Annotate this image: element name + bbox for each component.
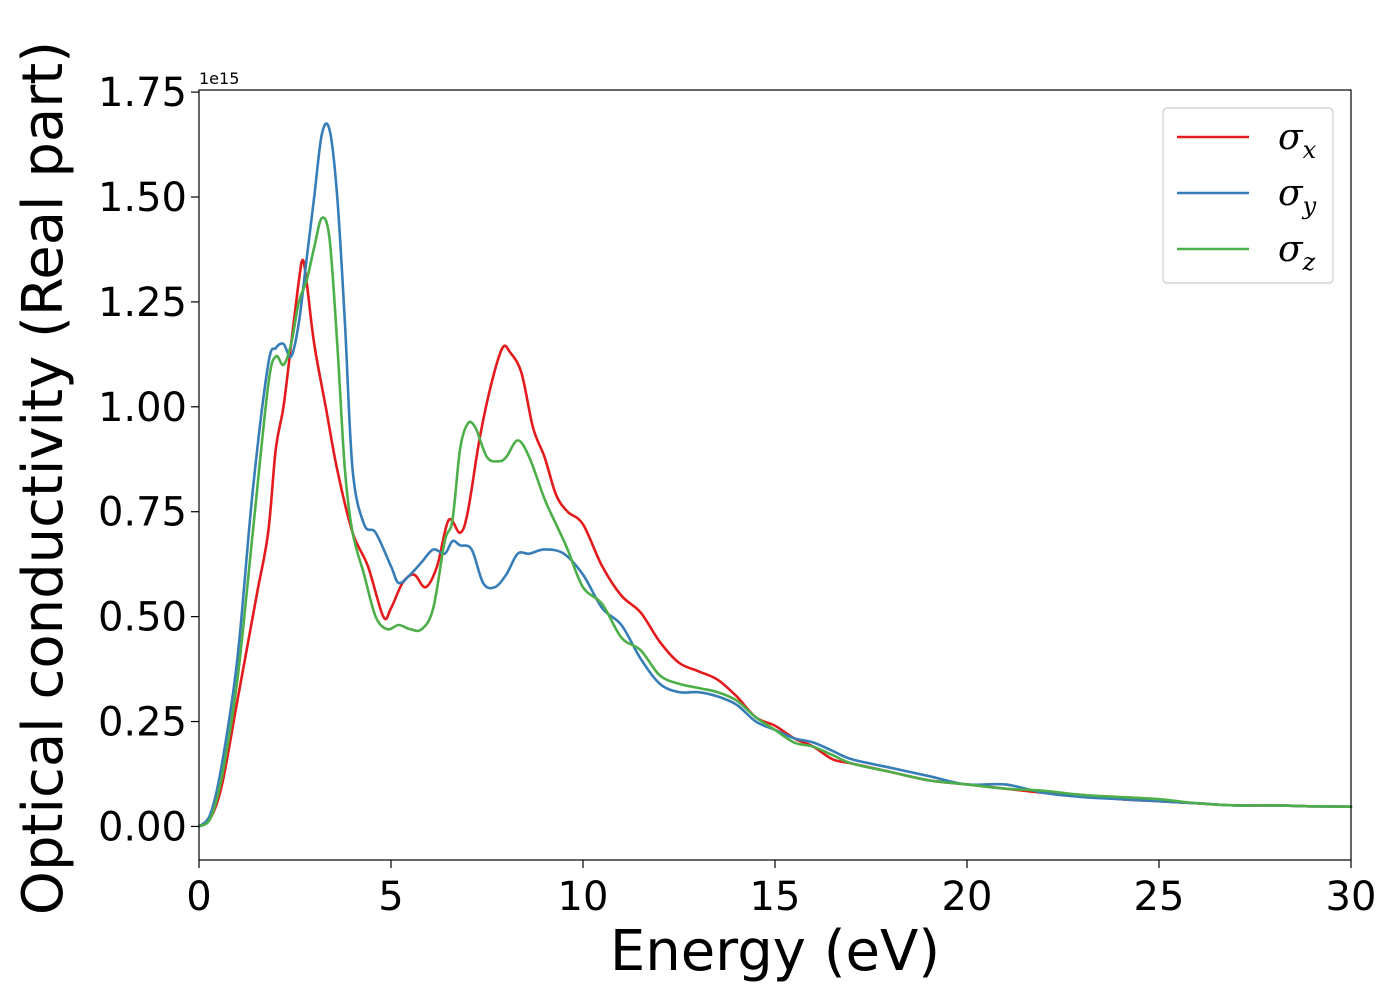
y-tick-label: 1.25	[98, 280, 187, 326]
x-axis-label: Energy (eV)	[610, 919, 940, 984]
x-tick-label: 0	[186, 874, 211, 920]
x-tick-label: 25	[1134, 874, 1185, 920]
y-tick-label: 0.75	[98, 490, 187, 536]
y-tick-label: 0.25	[98, 700, 187, 746]
x-tick-label: 5	[378, 874, 403, 920]
series-line-sigma-z	[197, 216, 1353, 828]
x-tick-label: 15	[750, 874, 801, 920]
y-axis-label: Optical conductivity (Real part)	[11, 41, 76, 915]
series-layer	[197, 122, 1353, 828]
y-tick-label: 0.50	[98, 595, 187, 641]
x-tick-label: 10	[558, 874, 609, 920]
legend-label-sigma-z: σz	[1278, 229, 1316, 276]
x-tick-label: 20	[942, 874, 993, 920]
plot-background	[199, 90, 1351, 860]
x-axis-ticks: 0 5 10 15 20 25 30	[186, 860, 1376, 920]
x-tick-label: 30	[1326, 874, 1377, 920]
y-axis-ticks: 0.00 0.25 0.50 0.75 1.00 1.25 1.50 1.75	[98, 70, 199, 850]
legend-label-sigma-y: σy	[1278, 173, 1317, 220]
y-tick-label: 1.00	[98, 385, 187, 431]
legend-frame	[1162, 107, 1334, 284]
y-tick-label: 1.50	[98, 175, 187, 221]
y-tick-label: 1.75	[98, 70, 187, 116]
legend-label-sigma-x: σx	[1278, 117, 1317, 164]
y-offset-label: 1e15	[199, 69, 239, 88]
y-tick-label: 0.00	[98, 804, 187, 850]
legend: σx σy σz	[1162, 107, 1334, 284]
